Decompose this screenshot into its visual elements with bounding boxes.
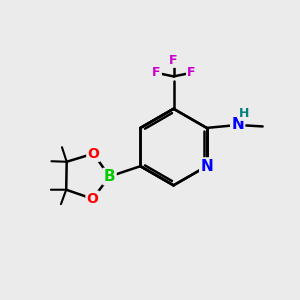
Text: F: F (187, 66, 196, 80)
Text: B: B (104, 169, 115, 184)
Text: B: B (104, 169, 115, 184)
Text: F: F (152, 66, 161, 80)
Text: N: N (200, 159, 213, 174)
Text: H: H (239, 107, 249, 120)
Text: N: N (231, 118, 244, 133)
Text: O: O (87, 192, 99, 206)
Text: O: O (88, 147, 99, 160)
Text: H: H (239, 107, 249, 120)
Text: O: O (88, 147, 99, 160)
Text: N: N (200, 159, 213, 174)
Text: F: F (169, 54, 178, 67)
Text: O: O (87, 192, 99, 206)
Text: F: F (152, 66, 161, 80)
Text: F: F (169, 54, 178, 67)
Text: F: F (187, 66, 196, 80)
Text: N: N (231, 118, 244, 133)
